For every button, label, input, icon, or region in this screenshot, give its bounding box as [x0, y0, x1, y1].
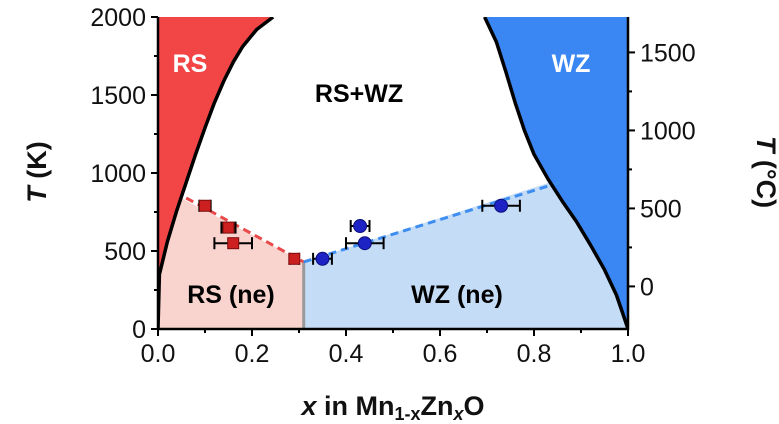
wz-data-point: [353, 219, 368, 234]
y2-tick-label: 0: [640, 273, 654, 301]
y-axis-var: T: [22, 184, 52, 203]
wz-region: [484, 17, 628, 329]
x-tick-label: 0.4: [329, 340, 364, 368]
rs-data-point: [288, 252, 301, 265]
x-tick-label: 0.2: [235, 340, 270, 368]
plot-area: [158, 17, 628, 329]
y-tick-label: 1500: [90, 82, 146, 110]
x-axis-mid: Zn: [421, 391, 454, 421]
wz-data-point: [494, 198, 509, 213]
region-label-rs: RS: [173, 50, 208, 78]
y2-axis-unit: (°C): [751, 160, 779, 208]
rs-data-point: [199, 199, 211, 212]
wz-solvus-curve: [483, 17, 628, 329]
wz-data-point: [315, 251, 330, 266]
x-axis-text: in Mn: [324, 391, 394, 421]
y-axis-title: T (K): [22, 141, 52, 203]
axis-ticks: 0.0 0.2 0.4 0.6 0.8 1.0 0 500 1000 1500 2000 0 500 10…: [90, 4, 695, 368]
rs-region: [158, 17, 274, 329]
x-tick-label: 0.8: [517, 340, 552, 368]
x-tick-label: 1.0: [611, 340, 646, 368]
region-label-rs-ne: RS (ne): [187, 281, 275, 309]
y2-axis-var: T: [751, 136, 779, 155]
wz-data-point: [357, 236, 372, 251]
y-tick-label: 0: [132, 316, 146, 344]
region-label-two-phase: RS+WZ: [315, 80, 403, 108]
y-tick-label: 500: [104, 238, 146, 266]
y2-axis-title: T (°C): [751, 136, 779, 208]
x-axis-subscript-1: 1-x: [394, 404, 420, 424]
x-axis-end: O: [464, 391, 485, 421]
rs-metastable-line: [185, 196, 305, 264]
x-tick-label: 0.0: [141, 340, 176, 368]
region-label-wz-ne: WZ (ne): [411, 281, 503, 309]
y-tick-label: 2000: [90, 4, 146, 32]
x-tick-label: 0.6: [423, 340, 458, 368]
x-axis-var: x: [299, 391, 317, 421]
x-axis-title: x in Mn1-xZnxO: [299, 391, 484, 424]
y-axis-unit: (K): [22, 141, 52, 178]
rs-data-point: [222, 221, 235, 234]
region-label-wz: WZ: [552, 50, 591, 78]
rs-data-point: [227, 237, 240, 250]
rs-solvus-curve: [158, 17, 275, 329]
data-markers: [198, 198, 521, 266]
y2-tick-label: 1000: [640, 117, 696, 145]
rs-ne-region: [158, 198, 304, 329]
wz-ne-region: [303, 182, 628, 329]
x-axis-subscript-2: x: [453, 404, 465, 424]
y-tick-label: 1000: [90, 160, 146, 188]
y2-tick-label: 500: [640, 195, 682, 223]
y2-tick-label: 1500: [640, 39, 696, 67]
